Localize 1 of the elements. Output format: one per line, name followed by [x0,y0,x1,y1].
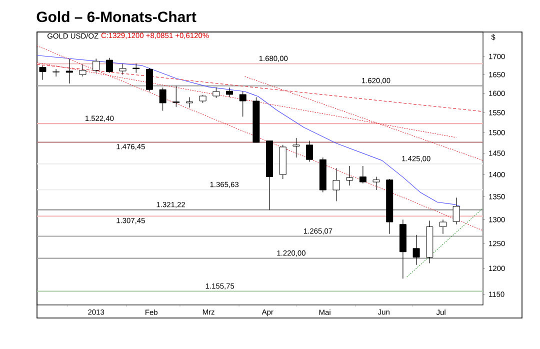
chart-title: Gold – 6-Monats-Chart [36,11,196,22]
